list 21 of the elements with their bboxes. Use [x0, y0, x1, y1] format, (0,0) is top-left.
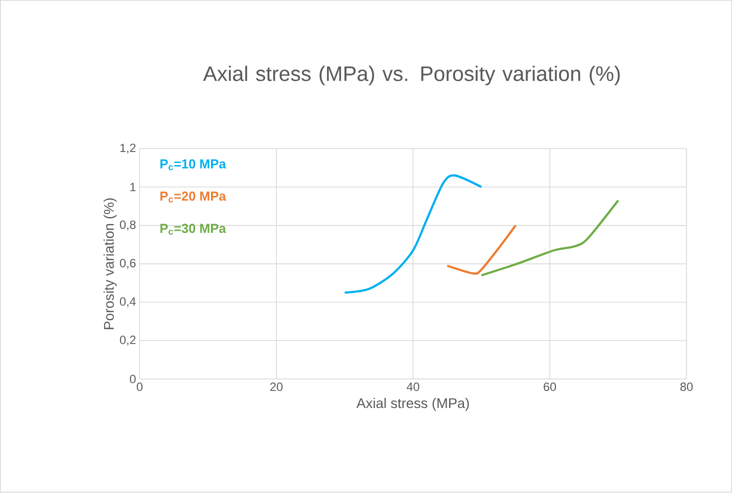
line-series	[344, 174, 483, 294]
text: P$_{c}$=30 MPa	[160, 224, 226, 235]
y-axis-title: Porosity variation (%)	[104, 198, 117, 330]
chart-title: Axial stress (MPa) vs. Porosity variation (%)	[203, 66, 620, 86]
y-tick-label: 0,8	[120, 220, 136, 231]
line-series	[446, 224, 517, 275]
y-tick-label: 1,2	[120, 144, 136, 154]
y-tick-label: 0,4	[120, 297, 136, 308]
x-tick-label: 80	[680, 382, 693, 392]
x-tick-label: 0	[136, 382, 142, 392]
x-tick-label: 40	[406, 382, 420, 392]
line-series	[480, 200, 620, 277]
text: P$_{c}$=10 MPa	[160, 159, 226, 170]
y-tick-label: 0	[130, 374, 136, 384]
y-tick-label: 0,6	[120, 259, 136, 269]
x-tick-label: 20	[270, 382, 283, 392]
y-tick-label: 1	[130, 183, 136, 192]
text: P$_{c}$=20 MPa	[160, 192, 226, 203]
x-tick-label: 60	[544, 382, 556, 392]
y-tick-label: 0,2	[120, 336, 136, 346]
x-axis-title: Axial stress (MPa)	[356, 398, 469, 412]
